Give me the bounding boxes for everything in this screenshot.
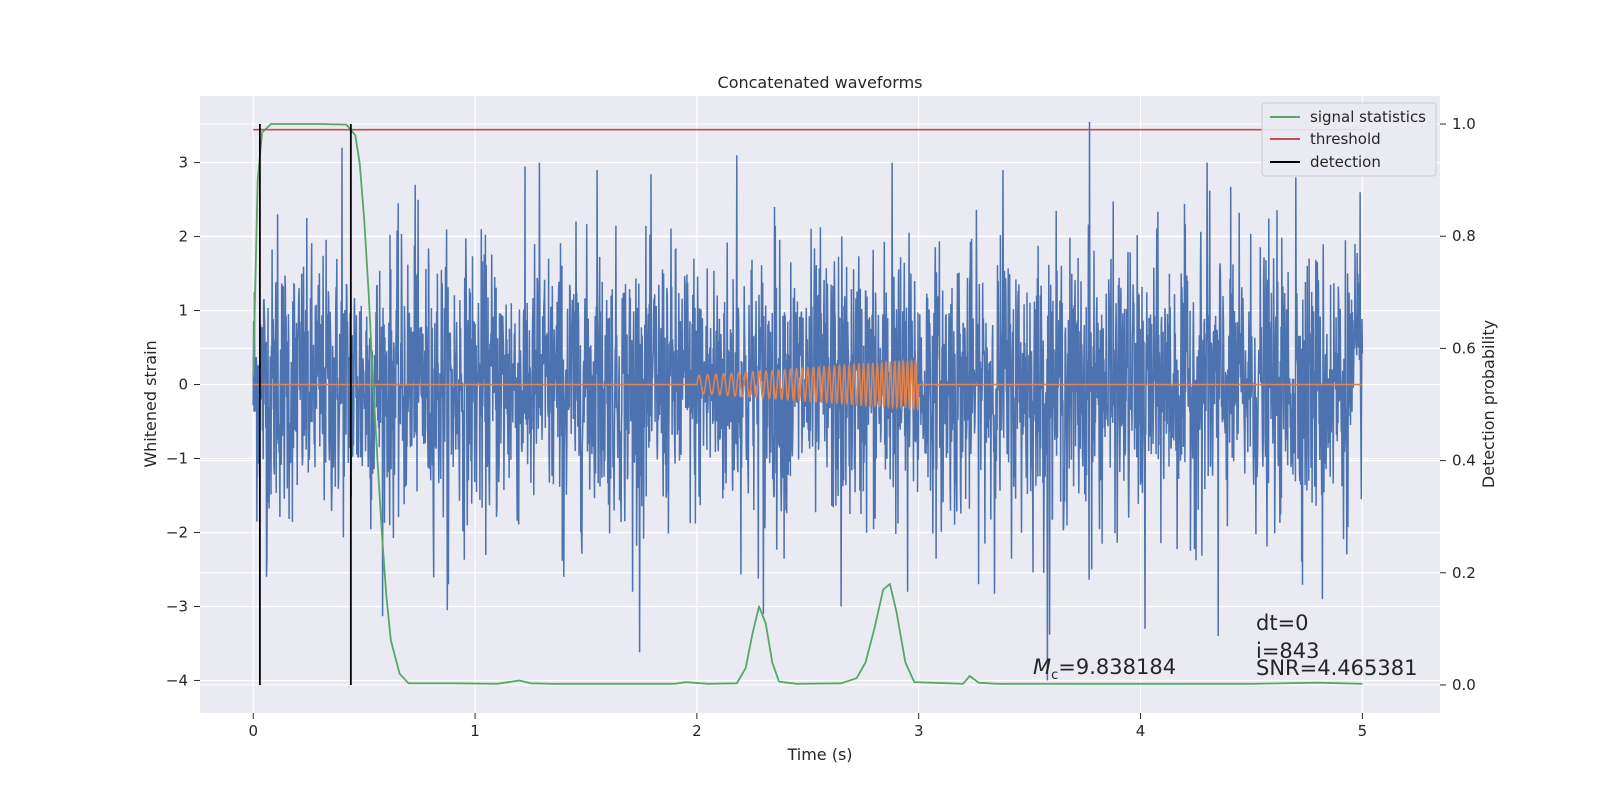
signal-statistics-line — [252, 123, 1363, 685]
dt-annotation: dt=0 — [1256, 611, 1309, 635]
y-tick-label-0: 3 — [178, 154, 188, 172]
legend-threshold-label: threshold — [1310, 130, 1381, 148]
y2-tick-label-0: 1.0 — [1452, 115, 1476, 133]
x-tick-label-5: 5 — [1358, 722, 1368, 740]
x-axis-ticks: 0 1 2 3 4 5 — [248, 713, 1367, 740]
index-annotation: i=843 — [1256, 639, 1320, 663]
template-series — [253, 357, 1363, 412]
snr-annotation: SNR=4.465381 — [1256, 656, 1417, 680]
y-axis-ticks: 3 2 1 0 −1 −2 −3 −4 — [166, 154, 200, 689]
legend-detection-label: detection — [1310, 153, 1381, 171]
chirp-mass-subscript: c — [1051, 668, 1058, 683]
y-tick-label-2: 1 — [178, 302, 188, 320]
y-tick-label-7: −4 — [166, 671, 188, 689]
y-tick-label-4: −1 — [166, 450, 188, 468]
y-tick-label-1: 2 — [178, 228, 188, 246]
y2-tick-label-4: 0.2 — [1452, 564, 1476, 582]
signal-statistics-series — [252, 123, 1363, 685]
y2-tick-label-2: 0.6 — [1452, 339, 1476, 357]
y-axis-label: Whitened strain — [141, 340, 160, 467]
chirp-mass-annotation: Mc=9.838184 — [1033, 655, 1176, 683]
x-tick-label-2: 2 — [692, 722, 702, 740]
detection-series — [258, 124, 352, 685]
y-tick-label-5: −2 — [166, 523, 188, 541]
y2-axis-ticks: 1.0 0.8 0.6 0.4 0.2 0.0 — [1440, 115, 1476, 694]
x-tick-label-3: 3 — [914, 722, 924, 740]
legend-box — [1261, 102, 1437, 177]
chirp-mass-value: =9.838184 — [1058, 655, 1176, 679]
legend: signal statistics threshold detection — [1261, 102, 1437, 177]
x-tick-label-0: 0 — [248, 722, 258, 740]
y2-tick-label-5: 0.0 — [1452, 676, 1476, 694]
x-tick-label-1: 1 — [470, 722, 480, 740]
y-tick-label-3: 0 — [178, 376, 188, 394]
y2-tick-label-3: 0.4 — [1452, 452, 1476, 470]
x-axis-label: Time (s) — [786, 745, 852, 764]
y2-tick-label-1: 0.8 — [1452, 227, 1476, 245]
y2-axis-label: Detection probability — [1479, 320, 1498, 488]
strain-line — [252, 121, 1364, 681]
chirp-mass-symbol: M — [1033, 655, 1051, 679]
chart-title: Concatenated waveforms — [718, 73, 923, 92]
y-tick-label-6: −3 — [166, 597, 188, 615]
x-tick-label-4: 4 — [1136, 722, 1146, 740]
template-line — [253, 357, 1363, 412]
legend-signal-statistics-label: signal statistics — [1310, 108, 1426, 126]
strain-series — [252, 121, 1364, 681]
